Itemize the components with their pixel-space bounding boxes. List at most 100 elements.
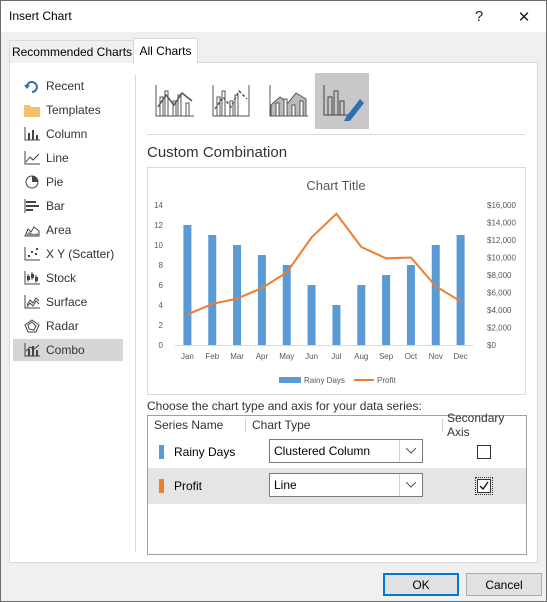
- sidebar-item-radar[interactable]: Radar: [13, 315, 123, 337]
- sidebar-item-label: Stock: [46, 271, 77, 285]
- legend-label-profit: Profit: [377, 376, 396, 385]
- header-secondary-axis: Secondary Axis: [447, 411, 505, 439]
- chart-type-value: Line: [274, 478, 297, 492]
- pie-chart-icon: [22, 174, 42, 190]
- secondary-axis-checkbox[interactable]: [477, 445, 491, 459]
- sidebar-item-templates[interactable]: Templates: [13, 99, 123, 121]
- surface-chart-icon: [22, 294, 42, 310]
- y2-axis-tick-label: $4,000: [487, 306, 512, 315]
- y-axis-tick-label: 2: [159, 321, 164, 330]
- area-chart-icon: [22, 222, 42, 238]
- bar-rainy-days: [332, 305, 341, 345]
- cancel-button-label: Cancel: [485, 577, 523, 592]
- combo-subtype-area-column[interactable]: [261, 73, 315, 129]
- stock-chart-icon: [22, 270, 42, 286]
- sidebar-item-column[interactable]: Column: [13, 123, 123, 145]
- bar-rainy-days: [357, 285, 366, 345]
- ok-button[interactable]: OK: [383, 573, 459, 596]
- column-chart-icon: [22, 126, 42, 142]
- bar-rainy-days: [282, 265, 291, 345]
- chevron-down-icon[interactable]: [399, 474, 422, 496]
- combo-subtype-custom-combination[interactable]: [315, 73, 369, 129]
- chart-preview: Chart Title 0 2 4 6 8 10 12 14 $0 $2,000 $4,000 $6,0…: [147, 167, 526, 395]
- subtype-separator: [147, 134, 525, 135]
- sidebar-item-scatter[interactable]: X Y (Scatter): [13, 243, 123, 265]
- x-axis-tick-label: Mar: [230, 352, 244, 361]
- x-axis-tick-label: Dec: [453, 352, 467, 361]
- sidebar-item-combo[interactable]: Combo: [13, 339, 123, 361]
- sidebar-item-area[interactable]: Area: [13, 219, 123, 241]
- sidebar-item-label: Area: [46, 223, 72, 237]
- combo-area-column-icon: [269, 85, 308, 117]
- sidebar-divider: [135, 75, 136, 552]
- tab-recommended-charts[interactable]: Recommended Charts: [9, 40, 135, 63]
- sidebar-item-label: X Y (Scatter): [46, 247, 115, 261]
- tab-all-charts-label: All Charts: [139, 44, 192, 58]
- header-divider: [442, 419, 443, 432]
- chart-type-dropdown[interactable]: Line: [269, 473, 423, 497]
- y-axis-tick-label: 14: [154, 201, 163, 210]
- sidebar-item-label: Column: [46, 127, 88, 141]
- radar-chart-icon: [22, 318, 42, 334]
- help-button[interactable]: ?: [457, 1, 501, 32]
- dialog-title: Insert Chart: [9, 9, 72, 23]
- bar-rainy-days: [257, 255, 266, 345]
- sidebar-item-recent[interactable]: Recent: [13, 75, 123, 97]
- bar-rainy-days: [431, 245, 440, 345]
- line-profit: [187, 212, 462, 316]
- sidebar-item-stock[interactable]: Stock: [13, 267, 123, 289]
- sidebar-item-bar[interactable]: Bar: [13, 195, 123, 217]
- combo-column-line-secondary-icon: [212, 85, 250, 117]
- secondary-axis-checkbox[interactable]: [475, 477, 493, 495]
- sidebar-item-label: Line: [46, 151, 69, 165]
- sidebar-item-label: Surface: [46, 295, 88, 309]
- cancel-button[interactable]: Cancel: [466, 573, 542, 596]
- combo-clustered-column-line-icon: [155, 85, 194, 117]
- bar-rainy-days: [382, 275, 391, 345]
- chart-type-value: Clustered Column: [274, 444, 371, 458]
- chevron-down-icon[interactable]: [399, 440, 422, 462]
- x-axis-tick-label: Jun: [305, 352, 318, 361]
- tab-all-charts[interactable]: All Charts: [133, 38, 198, 64]
- sidebar-item-label: Pie: [46, 175, 64, 189]
- bar-rainy-days: [307, 285, 316, 345]
- help-icon: ?: [474, 8, 484, 25]
- close-button[interactable]: ✕: [502, 1, 546, 32]
- y2-axis-tick-label: $12,000: [487, 236, 516, 245]
- combo-subtype-clustered-column-line[interactable]: [147, 73, 201, 129]
- y-axis-tick-label: 8: [159, 261, 164, 270]
- series-row-profit[interactable]: Profit Line: [148, 468, 526, 504]
- y-axis-tick-label: 6: [159, 281, 164, 290]
- x-axis-tick-label: Apr: [256, 352, 269, 361]
- title-bar: Insert Chart ? ✕: [1, 1, 546, 32]
- combo-subtype-column-line-secondary[interactable]: [204, 73, 258, 129]
- y2-axis-tick-label: $10,000: [487, 254, 516, 263]
- bar-chart-icon: [22, 198, 42, 214]
- legend-label-rainy-days: Rainy Days: [304, 376, 345, 385]
- ok-button-label: OK: [412, 577, 430, 592]
- series-prompt: Choose the chart type and axis for your …: [147, 399, 422, 413]
- header-series-name: Series Name: [154, 418, 224, 432]
- series-color-swatch: [159, 479, 164, 493]
- bar-rainy-days: [233, 245, 242, 345]
- series-row-rainy-days[interactable]: Rainy Days Clustered Column: [148, 434, 526, 470]
- sidebar-item-surface[interactable]: Surface: [13, 291, 123, 313]
- chart-type-dropdown[interactable]: Clustered Column: [269, 439, 423, 463]
- x-axis-tick-label: May: [279, 352, 294, 361]
- x-axis-tick-label: Jul: [331, 352, 341, 361]
- sidebar-item-pie[interactable]: Pie: [13, 171, 123, 193]
- series-name: Profit: [174, 479, 203, 493]
- scatter-chart-icon: [22, 246, 42, 262]
- x-axis-tick-label: Feb: [205, 352, 219, 361]
- y2-axis-tick-label: $2,000: [487, 324, 512, 333]
- checkmark-icon: [479, 481, 489, 491]
- series-name: Rainy Days: [174, 445, 236, 459]
- tab-strip-line: [9, 62, 538, 63]
- y2-axis-tick-label: $6,000: [487, 289, 512, 298]
- sidebar-item-label: Bar: [46, 199, 65, 213]
- y-axis-tick-label: 0: [159, 341, 164, 350]
- sidebar-item-line[interactable]: Line: [13, 147, 123, 169]
- y2-axis-tick-label: $8,000: [487, 271, 512, 280]
- recent-icon: [22, 78, 42, 94]
